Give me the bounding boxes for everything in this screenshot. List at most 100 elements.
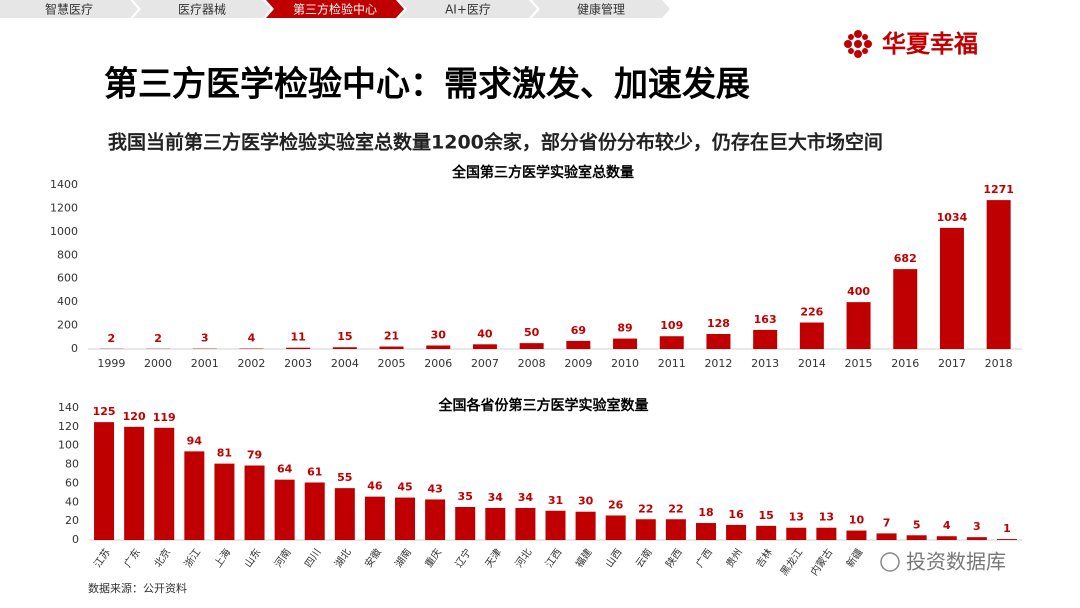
bar bbox=[665, 519, 686, 540]
data-label: 163 bbox=[754, 313, 777, 326]
bar bbox=[426, 345, 451, 349]
bar bbox=[986, 200, 1011, 349]
bar bbox=[519, 343, 544, 349]
data-label: 5 bbox=[913, 518, 921, 531]
data-label: 43 bbox=[427, 482, 442, 495]
data-label: 31 bbox=[548, 494, 563, 507]
x-tick-label: 1999 bbox=[97, 357, 125, 370]
bar bbox=[786, 527, 807, 540]
bar bbox=[566, 340, 591, 349]
bar bbox=[659, 336, 684, 349]
logo-icon bbox=[862, 48, 868, 54]
x-tick-label: 2004 bbox=[331, 357, 359, 370]
data-label: 400 bbox=[847, 285, 870, 298]
bar bbox=[515, 507, 536, 540]
tab[interactable] bbox=[133, 0, 271, 18]
data-label: 682 bbox=[894, 252, 917, 265]
bar bbox=[332, 347, 357, 349]
data-label: 120 bbox=[123, 410, 146, 423]
data-label: 35 bbox=[458, 490, 473, 503]
data-label: 16 bbox=[728, 508, 744, 521]
bar bbox=[799, 322, 824, 349]
bar bbox=[753, 329, 778, 349]
data-label: 7 bbox=[883, 516, 891, 529]
data-label: 81 bbox=[217, 447, 232, 460]
data-label: 79 bbox=[247, 449, 262, 462]
source-note: 数据来源：公开资料 bbox=[88, 581, 187, 595]
data-label: 22 bbox=[638, 502, 653, 515]
y-tick-label: 0 bbox=[71, 342, 78, 355]
bar bbox=[472, 344, 497, 349]
tab[interactable] bbox=[266, 0, 404, 18]
bar bbox=[274, 479, 295, 540]
x-tick-label: 2009 bbox=[564, 357, 592, 370]
tab[interactable] bbox=[0, 0, 138, 18]
data-label: 69 bbox=[571, 324, 586, 337]
data-label: 109 bbox=[660, 319, 683, 332]
data-label: 3 bbox=[201, 332, 209, 345]
slide-subtitle: 我国当前第三方医学检验实验室总数量1200余家，部分省份分布较少，仍存在巨大市场… bbox=[108, 131, 883, 154]
y-tick-label: 0 bbox=[72, 533, 79, 546]
x-tick-label: 2017 bbox=[938, 357, 966, 370]
bar bbox=[395, 497, 416, 540]
bar bbox=[379, 346, 404, 349]
tab-label: 健康管理 bbox=[577, 2, 625, 17]
data-label: 13 bbox=[819, 511, 834, 524]
x-tick-label: 2010 bbox=[611, 357, 639, 370]
x-tick-label: 2011 bbox=[658, 357, 686, 370]
bar bbox=[545, 510, 566, 540]
tab-bar: 智慧医疗 医疗器械 第三方检验中心 AI+医疗 健康管理 bbox=[0, 0, 670, 18]
data-label: 2 bbox=[108, 332, 116, 345]
data-label: 21 bbox=[384, 330, 399, 343]
x-tick-label: 2016 bbox=[891, 357, 919, 370]
watermark-text: 投资数据库 bbox=[906, 550, 1006, 574]
logo: 华夏幸福 bbox=[844, 30, 978, 58]
bar bbox=[425, 499, 446, 540]
data-label: 15 bbox=[337, 330, 352, 343]
tab[interactable] bbox=[399, 0, 537, 18]
bar bbox=[485, 507, 506, 540]
data-label: 34 bbox=[518, 491, 534, 504]
bar bbox=[154, 427, 175, 540]
y-tick-label: 1000 bbox=[50, 225, 78, 238]
bar bbox=[364, 496, 385, 540]
data-label: 13 bbox=[789, 511, 804, 524]
x-tick-label: 2000 bbox=[144, 357, 172, 370]
logo-icon bbox=[854, 50, 862, 58]
logo-icon bbox=[864, 40, 872, 48]
data-label: 18 bbox=[698, 506, 713, 519]
x-tick-label: 2007 bbox=[471, 357, 499, 370]
tab-label: AI+医疗 bbox=[445, 3, 491, 17]
data-label: 26 bbox=[608, 498, 624, 511]
slide-title: 第三方医学检验中心：需求激发、加速发展 bbox=[104, 65, 750, 105]
x-tick-label: 2006 bbox=[424, 357, 452, 370]
bar bbox=[244, 465, 265, 540]
bar bbox=[286, 347, 311, 349]
tab[interactable] bbox=[532, 0, 670, 18]
data-label: 1034 bbox=[937, 211, 968, 224]
bar bbox=[695, 523, 716, 540]
x-tick-label: 2014 bbox=[798, 357, 826, 370]
x-tick-label: 2003 bbox=[284, 357, 312, 370]
data-label: 61 bbox=[307, 465, 322, 478]
y-tick-label: 60 bbox=[65, 476, 79, 489]
logo-icon bbox=[844, 40, 852, 48]
data-label: 45 bbox=[397, 481, 412, 494]
data-label: 89 bbox=[617, 322, 632, 335]
y-tick-label: 400 bbox=[57, 295, 78, 308]
watermark: 投资数据库 bbox=[880, 550, 1006, 574]
data-label: 3 bbox=[973, 520, 981, 533]
y-tick-label: 1200 bbox=[50, 201, 78, 214]
bar bbox=[706, 334, 731, 349]
bar bbox=[939, 227, 964, 349]
tab-label: 医疗器械 bbox=[178, 2, 226, 17]
x-tick-label: 2018 bbox=[985, 357, 1013, 370]
data-label: 4 bbox=[248, 332, 256, 345]
y-tick-label: 40 bbox=[65, 495, 79, 508]
logo-icon bbox=[848, 34, 854, 40]
chart: 全国各省份第三方医学实验室数量020406080100120140江苏125广东… bbox=[58, 397, 1022, 578]
chart-title: 全国第三方医学实验室总数量 bbox=[451, 164, 634, 181]
charts: 全国第三方医学实验室总数量020040060080010001200140019… bbox=[50, 164, 1022, 578]
bar bbox=[756, 525, 777, 540]
